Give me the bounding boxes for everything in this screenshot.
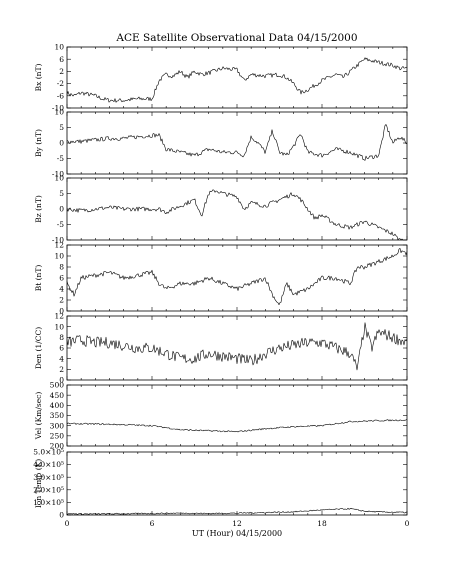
y-tick-label: 2 (59, 296, 64, 305)
y-tick-label: 1.0×10⁵ (33, 498, 64, 507)
y-tick-label: 0 (59, 307, 64, 316)
y-tick-label: 500 (50, 381, 65, 390)
y-tick-label: 4.0×10⁵ (33, 460, 64, 469)
y-tick-label: 0 (59, 139, 64, 148)
panel-3: 0 2 4 6 8 10 12 Bt (nT) (34, 241, 408, 316)
y-tick-label: 0 (59, 376, 64, 385)
y-axis-label: By (nT) (34, 129, 43, 157)
x-tick-label: 12 (232, 519, 242, 528)
y-tick-label: -5 (57, 220, 65, 229)
x-tick-label: 0 (405, 519, 410, 528)
y-tick-label: 200 (50, 442, 65, 451)
x-axis: 0 6 12 18 0 (65, 519, 410, 528)
x-axis-label: UT (Hour) 04/15/2000 (192, 529, 282, 538)
chart-title: ACE Satellite Observational Data 04/15/2… (115, 32, 357, 44)
y-tick-label: 300 (50, 421, 65, 430)
y-tick-label: 12 (54, 312, 64, 321)
panel-frame (66, 177, 408, 241)
y-tick-label: 6 (59, 274, 64, 283)
y-tick-label: 10 (54, 43, 64, 52)
y-tick-label: 5 (59, 123, 64, 132)
y-tick-label: 0 (59, 511, 64, 520)
series-line (66, 57, 408, 103)
series-line (66, 322, 408, 371)
panels: -10 -6 -2 2 6 10 Bx (nT) -10 -5 0 5 10 By (nT) -10 -5 0… (33, 43, 408, 520)
y-tick-label: 4 (59, 285, 64, 294)
y-tick-label: 6 (59, 344, 64, 353)
y-tick-label: 8 (59, 333, 64, 342)
y-tick-label: 400 (50, 401, 65, 410)
series-line (66, 189, 407, 241)
y-tick-label: 5.0×10⁵ (33, 448, 64, 457)
x-tick-label: 0 (65, 519, 70, 528)
y-tick-label: 2.0×10⁵ (33, 485, 64, 494)
series-line (66, 507, 408, 515)
y-axis-label: Bt (nT) (34, 265, 43, 292)
y-tick-label: 10 (54, 174, 64, 183)
y-tick-label: 250 (50, 431, 65, 440)
panel-1: -10 -5 0 5 10 By (nT) (34, 108, 408, 179)
y-axis-label: Bz (nT) (34, 195, 43, 223)
series-line (66, 419, 408, 433)
panel-frame (66, 46, 408, 109)
y-tick-label: 450 (50, 391, 65, 400)
y-axis-label: Bx (nT) (34, 64, 43, 92)
y-tick-label: 6 (59, 55, 64, 64)
panel-0: -10 -6 -2 2 6 10 Bx (nT) (34, 43, 408, 113)
y-tick-label: 5 (59, 189, 64, 198)
y-axis-label: Ion Temp (K) (34, 459, 43, 508)
y-axis-label: Den (1/CC) (34, 327, 43, 369)
panel-6: 0 1.0×10⁵ 2.0×10⁵ 3.0×10⁵ 4.0×10⁵ 5.0×10⁵ Ion … (33, 448, 408, 520)
y-tick-label: 2 (59, 67, 64, 76)
panel-2: -10 -5 0 5 10 Bz (nT) (34, 174, 408, 245)
y-tick-label: -10 (52, 236, 64, 245)
y-tick-label: 2 (59, 365, 64, 374)
y-tick-label: 10 (54, 322, 64, 331)
y-tick-label: -10 (52, 170, 64, 179)
series-line (66, 248, 408, 305)
panel-frame (66, 384, 408, 447)
y-tick-label: -2 (57, 79, 65, 88)
y-tick-label: 350 (50, 411, 65, 420)
y-tick-label: -5 (57, 154, 65, 163)
panel-frame (66, 244, 408, 312)
y-tick-label: -10 (52, 104, 64, 113)
x-tick-label: 18 (317, 519, 327, 528)
series-line (66, 124, 408, 161)
y-tick-label: 0 (59, 205, 64, 214)
y-tick-label: 3.0×10⁵ (33, 473, 64, 482)
panel-frame (66, 111, 408, 175)
y-tick-label: 4 (59, 354, 64, 363)
y-tick-label: 8 (59, 263, 64, 272)
y-tick-label: -6 (57, 91, 65, 100)
panel-frame (66, 451, 408, 516)
y-tick-label: 10 (54, 252, 64, 261)
y-tick-label: 10 (54, 108, 64, 117)
y-tick-label: 12 (54, 241, 64, 250)
x-tick-label: 6 (150, 519, 155, 528)
y-axis-label: Vel (Km/sec) (34, 392, 43, 441)
